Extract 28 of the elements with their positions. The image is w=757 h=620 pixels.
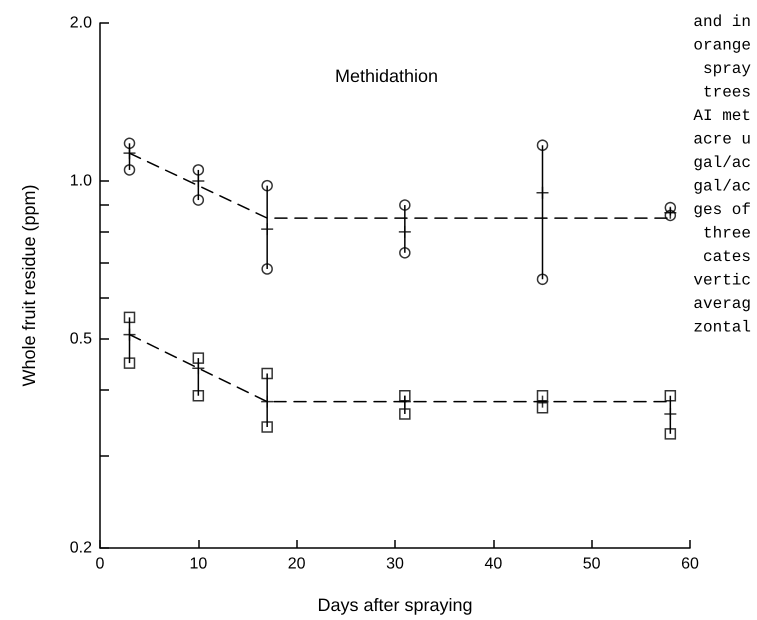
text: acre u xyxy=(693,130,751,148)
text: orange xyxy=(693,36,751,54)
y-axis-title: Whole fruit residue (ppm) xyxy=(19,184,39,387)
x-tick-label: 20 xyxy=(288,556,306,572)
text: zontal xyxy=(693,318,751,336)
text: averag xyxy=(693,295,751,313)
text: AI met xyxy=(693,107,751,125)
y-tick-label: 1.0 xyxy=(70,172,92,190)
text: gal/ac xyxy=(693,154,751,172)
x-tick-label: 50 xyxy=(582,556,601,572)
text: vertic xyxy=(693,272,751,290)
text: and in xyxy=(693,13,751,31)
x-tick-label: 60 xyxy=(681,556,699,572)
y-tick-label: 2.0 xyxy=(70,14,92,32)
x-tick-label: 30 xyxy=(386,556,404,572)
y-tick-label: 0.2 xyxy=(70,540,92,556)
text: Methidathion xyxy=(335,66,438,86)
text: cates xyxy=(702,248,752,266)
y-tick-label: 0.5 xyxy=(70,330,92,348)
text: spray xyxy=(702,60,752,78)
x-tick-label: 40 xyxy=(484,556,502,572)
text: gal/ac xyxy=(693,178,751,196)
text: ges of xyxy=(693,201,751,219)
text: three xyxy=(702,224,752,242)
x-tick-label: 10 xyxy=(189,556,208,572)
text: trees xyxy=(702,84,752,102)
x-tick-label: 0 xyxy=(96,556,105,572)
x-axis-title: Days after spraying xyxy=(317,595,473,615)
